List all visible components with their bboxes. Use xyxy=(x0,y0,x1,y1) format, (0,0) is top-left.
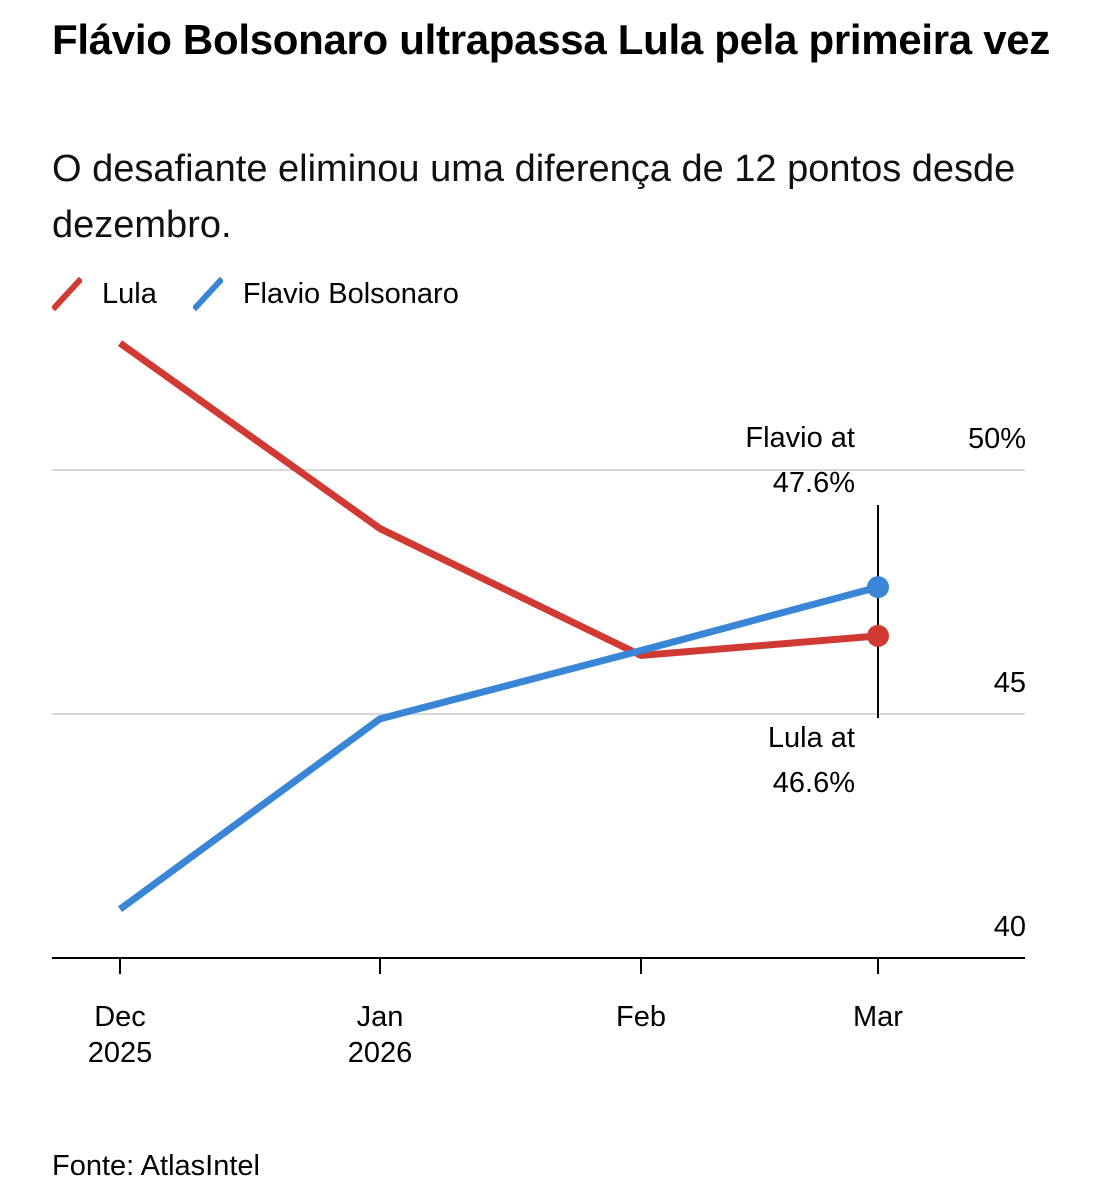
x-tick-label-3: Mar xyxy=(853,1001,903,1033)
series-endpoint-lula xyxy=(867,624,889,647)
series-line-lula xyxy=(117,340,879,660)
annotation-flavio: Flavio at 47.6% xyxy=(745,422,855,499)
x-tick-label-line: 2025 xyxy=(88,1037,153,1069)
line-chart: 50% 45 40 Dec 2025 Jan 2026 Feb Mar Flavio at 47.6… xyxy=(52,340,1026,1069)
legend-swatch-lula xyxy=(52,276,82,312)
source-note: Fonte: AtlasIntel xyxy=(52,1150,260,1182)
annotation-line: 47.6% xyxy=(773,467,855,499)
chart-legend: Lula Flavio Bolsonaro xyxy=(52,274,495,314)
x-tick-label-line: Dec xyxy=(94,1001,146,1033)
y-tick-label-1: 45 xyxy=(994,667,1026,699)
x-tick-label-line: 2026 xyxy=(348,1037,413,1069)
chart-subtitle: O desafiante eliminou uma diferença de 1… xyxy=(52,148,1016,246)
x-tick-label-1: Jan 2026 xyxy=(348,1001,413,1069)
legend-item-lula: Lula xyxy=(52,274,157,314)
x-tick-label-line: Jan xyxy=(357,1001,404,1033)
legend-swatch-flavio xyxy=(192,276,223,312)
chart-title: Flávio Bolsonaro ultrapassa Lula pela pr… xyxy=(52,16,1051,63)
annotation-lula: Lula at 46.6% xyxy=(768,722,855,799)
annotation-line: 46.6% xyxy=(773,767,855,799)
y-tick-label-2: 40 xyxy=(994,911,1026,943)
y-tick-label-0: 50% xyxy=(968,423,1026,455)
legend-label-lula: Lula xyxy=(102,277,157,310)
legend-label-flavio: Flavio Bolsonaro xyxy=(242,277,459,310)
annotation-line: Lula at xyxy=(768,722,855,754)
x-tick-label-line: Feb xyxy=(616,1001,666,1033)
x-tick-label-line: Mar xyxy=(853,1001,903,1033)
x-tick-label-0: Dec 2025 xyxy=(88,1001,153,1069)
legend-item-flavio: Flavio Bolsonaro xyxy=(192,274,459,314)
annotation-line: Flavio at xyxy=(745,422,855,454)
series-endpoint-flavio xyxy=(867,576,889,599)
series-line-flavio xyxy=(117,583,879,913)
x-tick-label-2: Feb xyxy=(616,1001,666,1033)
